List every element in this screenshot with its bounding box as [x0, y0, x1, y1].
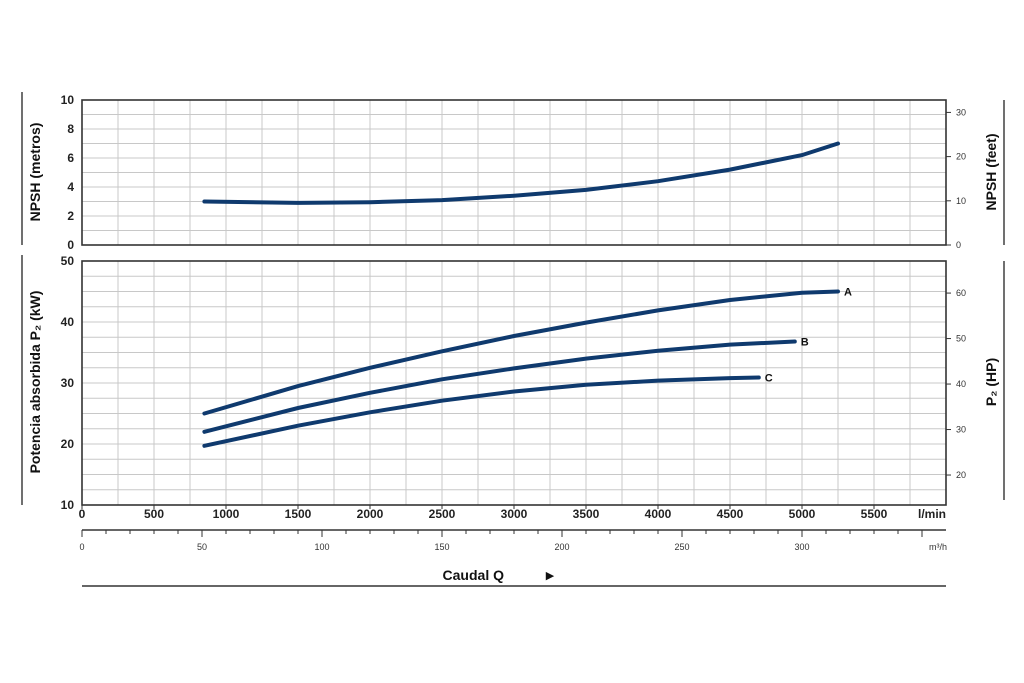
x-tick-label-m3h: 0	[79, 542, 84, 552]
npsh-left-tick-label: 2	[67, 209, 74, 223]
power-left-tick-label: 30	[61, 376, 75, 390]
npsh-right-tick-label: 20	[956, 152, 966, 162]
power-curve-b	[202, 339, 797, 434]
npsh-left-tick-label: 4	[67, 180, 74, 194]
npsh-left-tick-label: 6	[67, 151, 74, 165]
power-right-axis-title: P₂ (HP)	[983, 358, 999, 406]
x-tick-label-lmin: 1000	[213, 507, 240, 521]
npsh-curves	[202, 141, 840, 205]
power-right-tick-label: 50	[956, 334, 966, 344]
x-tick-label-lmin: 4500	[717, 507, 744, 521]
npsh-grid	[82, 100, 946, 245]
x-tick-label-m3h: 250	[674, 542, 689, 552]
x-unit-lmin: l/min	[918, 507, 946, 521]
x-tick-label-m3h: 100	[314, 542, 329, 552]
npsh-left-tick-label: 0	[67, 238, 74, 252]
npsh-right-axis-title: NPSH (feet)	[983, 133, 999, 210]
x-tick-label-lmin: 500	[144, 507, 164, 521]
power-right-tick-label: 20	[956, 470, 966, 480]
x-axis-lmin: 0 500 1000 1500 2000 2500 3000 3500 4000 4500 5000…	[79, 505, 946, 521]
power-curve-label-b: B	[801, 337, 809, 349]
x-tick-label-lmin: 0	[79, 507, 86, 521]
npsh-left-axis-title: NPSH (metros)	[27, 123, 43, 222]
x-tick-label-lmin: 3500	[573, 507, 600, 521]
power-curve-label-a: A	[844, 287, 852, 299]
power-curve-c	[202, 375, 761, 448]
x-tick-label-lmin: 1500	[285, 507, 312, 521]
power-left-tick-label: 40	[61, 315, 75, 329]
npsh-left-tick-label: 10	[61, 93, 75, 107]
x-axis-title: Caudal Q	[443, 567, 505, 583]
x-unit-m3h: m³/h	[929, 542, 947, 552]
npsh-tick-labels: 0 2 4 6 8 10 0 10 20 30	[61, 93, 966, 252]
x-tick-label-m3h: 150	[434, 542, 449, 552]
npsh-left-tick-label: 8	[67, 122, 74, 136]
power-tick-labels: 10 20 30 40 50 20 30 40 50 60	[61, 254, 966, 512]
power-right-tick-label: 40	[956, 379, 966, 389]
npsh-plot-frame	[81, 99, 947, 246]
x-tick-label-m3h: 50	[197, 542, 207, 552]
power-left-tick-label: 10	[61, 498, 75, 512]
power-left-axis-title: Potencia absorbida P₂ (kW)	[27, 291, 43, 474]
x-axis-arrow-icon: ▶	[546, 569, 555, 582]
power-right-tick-label: 30	[956, 425, 966, 435]
power-grid	[82, 261, 946, 505]
power-curves: A B C	[202, 287, 852, 448]
power-curve-label-c: C	[765, 373, 773, 385]
x-tick-label-m3h: 200	[554, 542, 569, 552]
power-right-tick-label: 60	[956, 288, 966, 298]
power-curve-a	[202, 289, 840, 416]
x-tick-label-lmin: 3000	[501, 507, 528, 521]
x-tick-label-lmin: 2500	[429, 507, 456, 521]
x-tick-label-m3h: 300	[794, 542, 809, 552]
x-axis-m3h: 0 50 100 150 200 250 300 m³/h	[79, 530, 947, 552]
x-tick-label-lmin: 4000	[645, 507, 672, 521]
x-tick-label-lmin: 2000	[357, 507, 384, 521]
npsh-right-tick-label: 30	[956, 107, 966, 117]
npsh-right-tick-label: 10	[956, 196, 966, 206]
power-left-tick-label: 20	[61, 437, 75, 451]
power-left-tick-label: 50	[61, 254, 75, 268]
npsh-right-tick-label: 0	[956, 240, 961, 250]
npsh-curve	[202, 141, 840, 205]
x-tick-label-lmin: 5000	[789, 507, 816, 521]
x-tick-label-lmin: 5500	[861, 507, 888, 521]
